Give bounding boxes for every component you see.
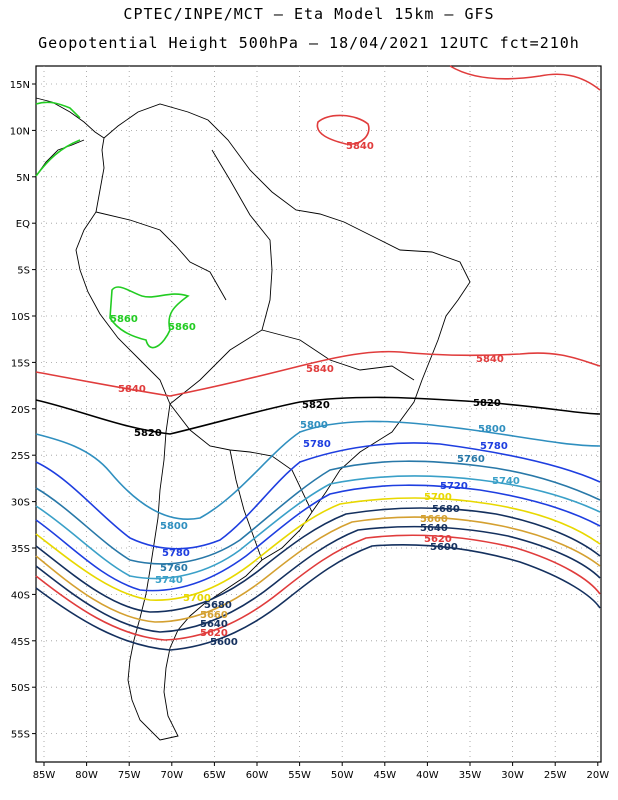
- contour-label: 5840: [346, 141, 374, 152]
- contour-label: 5760: [160, 563, 188, 574]
- south-america-coast: [75, 103, 471, 741]
- longitude-label: 60W: [246, 770, 269, 781]
- longitude-label: 85W: [33, 770, 56, 781]
- contour-label: 5840: [476, 354, 504, 365]
- contour-5640: [35, 525, 601, 633]
- contour-label: 5600: [430, 542, 458, 553]
- contour-label: 5820: [473, 398, 501, 409]
- contour-5720: [35, 484, 601, 592]
- latitude-label: 5S: [17, 266, 30, 277]
- contour-label: 5820: [302, 400, 330, 411]
- contour-label: 5860: [110, 314, 138, 325]
- contour-5680: [35, 507, 601, 613]
- longitude-label: 25W: [544, 770, 567, 781]
- contour-label: 5800: [478, 424, 506, 435]
- latitude-label: 45S: [11, 637, 30, 648]
- longitude-label: 45W: [373, 770, 396, 781]
- contour-5660: [35, 516, 601, 623]
- country-borders: [169, 149, 273, 405]
- map-title: CPTEC/INPE/MCT – Eta Model 15km – GFS: [123, 5, 495, 23]
- contour-label: 5680: [204, 600, 232, 611]
- contour-labels: 5860 5860 5840 5840 5840 5840 5820 5820 …: [110, 141, 520, 648]
- contour-5840-north: [449, 65, 601, 91]
- contour-label: 5860: [168, 322, 196, 333]
- contour-5760: [35, 460, 601, 565]
- contour-label: 5740: [155, 575, 183, 586]
- latitude-label: EQ: [16, 219, 30, 230]
- latitude-label: 5N: [16, 173, 30, 184]
- latitude-label: 35S: [11, 544, 30, 555]
- latitude-label: 40S: [11, 590, 30, 601]
- latitude-label: 50S: [11, 683, 30, 694]
- country-borders-2: [95, 211, 227, 301]
- contour-5840-main: [35, 350, 601, 397]
- contour-label: 5640: [420, 523, 448, 534]
- country-borders-3: [169, 403, 313, 513]
- contour-label: 5780: [303, 439, 331, 450]
- contour-label: 5740: [492, 476, 520, 487]
- graticule: [32, 66, 601, 766]
- latitude-label: 25S: [11, 451, 30, 462]
- contour-5700: [35, 497, 601, 601]
- contour-5820: [35, 396, 601, 435]
- latitude-labels: 15N 10N 5N EQ 5S 10S 15S 20S 25S 30S 35S 40S 45S 50S 5…: [10, 80, 30, 741]
- map-frame: [35, 65, 602, 763]
- coastlines: [35, 97, 471, 741]
- longitude-label: 50W: [331, 770, 354, 781]
- longitude-label: 55W: [288, 770, 311, 781]
- contour-5740: [35, 475, 601, 580]
- longitude-label: 75W: [118, 770, 141, 781]
- contour-label: 5820: [134, 428, 162, 439]
- latitude-label: 20S: [11, 405, 30, 416]
- longitude-label: 40W: [416, 770, 439, 781]
- central-america-coast: [35, 97, 105, 139]
- contour-label: 5660: [420, 514, 448, 525]
- contour-label: 5660: [200, 610, 228, 621]
- contour-label: 5780: [162, 548, 190, 559]
- contour-label: 5640: [200, 619, 228, 630]
- contour-label: 5600: [210, 637, 238, 648]
- longitude-label: 20W: [586, 770, 609, 781]
- contour-label: 5680: [432, 504, 460, 515]
- country-borders-4: [261, 329, 415, 381]
- contour-label: 5620: [200, 628, 228, 639]
- contour-label: 5700: [183, 593, 211, 604]
- contour-label: 5760: [457, 454, 485, 465]
- country-borders-5: [229, 449, 263, 561]
- longitude-label: 70W: [160, 770, 183, 781]
- map-subtitle: Geopotential Height 500hPa – 18/04/2021 …: [38, 34, 580, 52]
- longitude-label: 80W: [75, 770, 98, 781]
- contour-5860-peru: [109, 286, 190, 349]
- latitude-label: 55S: [11, 730, 30, 741]
- contour-label: 5840: [118, 384, 146, 395]
- latitude-label: 10S: [11, 312, 30, 323]
- contour-label: 5840: [306, 364, 334, 375]
- contour-5780: [35, 442, 601, 550]
- contour-5860-west: [35, 101, 81, 177]
- contour-5800: [35, 420, 601, 520]
- longitude-label: 65W: [203, 770, 226, 781]
- contour-lines: [35, 65, 601, 651]
- longitude-labels: 85W 80W 75W 70W 65W 60W 55W 50W 45W 40W 35W 30W 25W 2…: [33, 770, 610, 781]
- longitude-label: 30W: [501, 770, 524, 781]
- latitude-label: 10N: [10, 126, 30, 137]
- latitude-label: 15S: [11, 358, 30, 369]
- contour-5840-island: [316, 114, 370, 145]
- longitude-label: 35W: [459, 770, 482, 781]
- contour-label: 5720: [440, 481, 468, 492]
- contour-label: 5800: [160, 521, 188, 532]
- contour-5600: [35, 544, 601, 651]
- contour-label: 5700: [424, 492, 452, 503]
- latitude-label: 30S: [11, 498, 30, 509]
- contour-label: 5780: [480, 441, 508, 452]
- contour-label: 5620: [424, 534, 452, 545]
- contour-label: 5800: [300, 420, 328, 431]
- contour-5620: [35, 534, 601, 641]
- latitude-label: 15N: [10, 80, 30, 91]
